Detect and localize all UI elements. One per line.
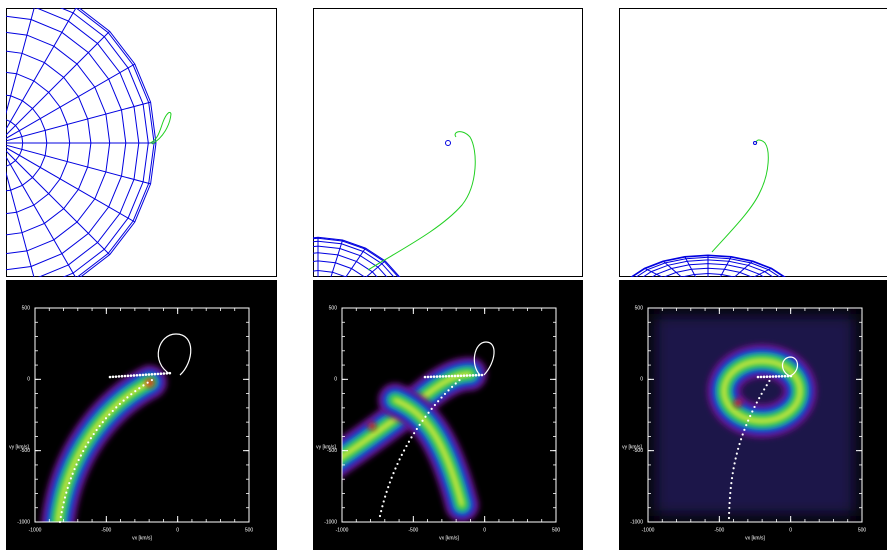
wireframe-meridian bbox=[644, 267, 664, 277]
x-tick-label: -1000 bbox=[642, 527, 655, 533]
y-tick-label: 0 bbox=[334, 377, 337, 383]
tomogram-panel: -1000 -500 0 500 -1000 -500 0 500 vx [km/s] vy [k… bbox=[313, 280, 583, 550]
y-axis-label: vy [km/s] bbox=[316, 444, 336, 450]
y-tick-label: -500 bbox=[327, 448, 337, 454]
heatmap-band bbox=[721, 358, 803, 424]
wireframe-meridian bbox=[684, 256, 697, 277]
trajectory bbox=[378, 341, 495, 518]
x-tick-label: 500 bbox=[858, 527, 867, 533]
y-tick-label: 500 bbox=[22, 305, 31, 311]
tomogram-panel: -1000 -500 0 500 -1000 -500 0 500 vx [km/s] vy [k… bbox=[6, 280, 277, 550]
wireframe-meridian bbox=[6, 63, 136, 139]
stream-dots bbox=[727, 378, 772, 520]
roche-lobe bbox=[781, 356, 799, 377]
y-tick-label: 500 bbox=[635, 305, 644, 311]
trajectory bbox=[727, 356, 799, 520]
wireframe-meridian bbox=[6, 101, 151, 142]
y-tick-label: 0 bbox=[640, 377, 643, 383]
trajectory bbox=[58, 333, 192, 524]
roche-lobe bbox=[157, 333, 192, 376]
x-tick-label: -500 bbox=[714, 527, 724, 533]
star bbox=[753, 141, 757, 145]
wireframe-meridian bbox=[6, 147, 136, 223]
wireframe-meridian bbox=[752, 267, 772, 277]
orbit bbox=[367, 131, 476, 271]
x-axis-label: vx [km/s] bbox=[745, 535, 765, 541]
tomogram-panel: -1000 -500 0 500 -1000 -500 0 500 vx [km/s] vy [k… bbox=[619, 280, 887, 550]
wireframe-meridian bbox=[719, 256, 732, 277]
panel-frame bbox=[313, 8, 583, 277]
x-axis-label: vx [km/s] bbox=[439, 535, 459, 541]
plot-frame bbox=[647, 307, 863, 523]
x-tick-label: -500 bbox=[408, 527, 418, 533]
heatmap-peak bbox=[368, 422, 376, 430]
y-axis-label: vy [km/s] bbox=[9, 444, 29, 450]
heatmap-band bbox=[55, 379, 153, 522]
wireframe-meridian bbox=[733, 260, 754, 277]
plot-frame bbox=[341, 307, 557, 523]
x-tick-label: 0 bbox=[176, 527, 179, 533]
heatmap-peak bbox=[734, 399, 742, 407]
wireframe-meridian bbox=[330, 239, 344, 277]
wireframe-meridian bbox=[365, 260, 386, 277]
x-tick-label: 500 bbox=[245, 527, 254, 533]
x-axis-label: vx [km/s] bbox=[132, 535, 152, 541]
x-tick-label: -500 bbox=[101, 527, 111, 533]
roche-lobe bbox=[473, 341, 495, 376]
y-axis-label: vy [km/s] bbox=[622, 444, 642, 450]
stream-dots bbox=[108, 371, 174, 379]
wireframe-meridian bbox=[6, 150, 111, 256]
wireframe-meridian bbox=[6, 155, 76, 277]
y-tick-label: -1000 bbox=[17, 519, 30, 525]
wireframe-meridian bbox=[6, 144, 151, 185]
top-panel bbox=[6, 8, 172, 277]
y-tick-label: -500 bbox=[20, 448, 30, 454]
x-tick-label: 500 bbox=[552, 527, 561, 533]
stream-dots bbox=[378, 376, 464, 518]
wireframe-meridian bbox=[345, 247, 366, 277]
wireframe-meridian bbox=[6, 8, 35, 116]
y-tick-label: 500 bbox=[329, 305, 338, 311]
wireframe-meridian bbox=[662, 260, 683, 277]
star bbox=[445, 140, 451, 146]
wireframe-meridian bbox=[6, 170, 35, 277]
heatmap-band bbox=[392, 397, 465, 508]
top-panel bbox=[271, 131, 476, 388]
wireframe-ring bbox=[629, 254, 787, 277]
wireframe-meridian bbox=[6, 30, 111, 136]
wireframe-meridian bbox=[6, 8, 77, 131]
wireframe-meridian bbox=[271, 248, 319, 318]
x-tick-label: -1000 bbox=[336, 527, 349, 533]
heatmap bbox=[41, 365, 167, 522]
plot-frame bbox=[34, 307, 250, 523]
y-tick-label: -1000 bbox=[630, 519, 643, 525]
wireframe-meridian bbox=[271, 318, 319, 388]
y-tick-label: 0 bbox=[27, 377, 30, 383]
x-tick-label: 0 bbox=[483, 527, 486, 533]
y-tick-label: -1000 bbox=[324, 519, 337, 525]
stream-dots bbox=[756, 374, 794, 379]
y-tick-label: -500 bbox=[633, 448, 643, 454]
orbit bbox=[711, 139, 769, 253]
x-tick-label: -1000 bbox=[29, 527, 42, 533]
top-panel bbox=[629, 139, 787, 277]
stream-dots bbox=[58, 378, 154, 524]
orbit bbox=[149, 111, 172, 145]
x-tick-label: 0 bbox=[789, 527, 792, 533]
stream-dots bbox=[423, 373, 484, 379]
heatmap bbox=[654, 314, 856, 516]
